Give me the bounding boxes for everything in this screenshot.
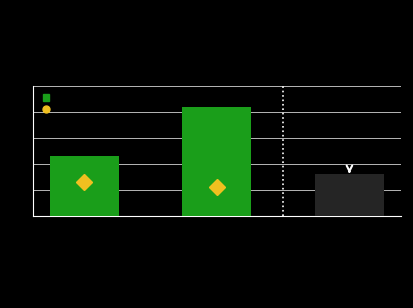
Legend: , : , <box>41 92 53 116</box>
Bar <box>315 174 384 216</box>
Bar <box>183 107 251 216</box>
Bar <box>50 156 119 216</box>
